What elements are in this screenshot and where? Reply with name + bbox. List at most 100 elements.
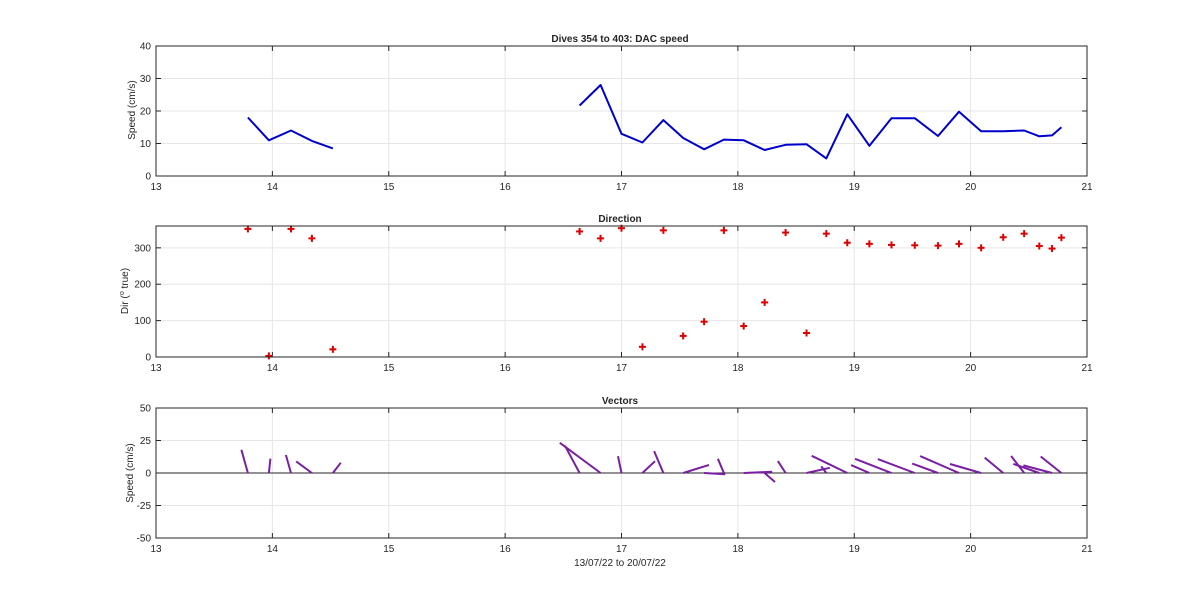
y-tick-label: 0	[145, 172, 151, 183]
y-tick-label: 300	[134, 243, 151, 254]
vector-stick	[1023, 464, 1053, 474]
y-tick-label: 20	[140, 107, 152, 118]
direction-point	[720, 226, 728, 234]
direction-panel: Direction Dir (o true) 13 14 15 16 17 18 19 20 2…	[119, 214, 1093, 374]
speed-series-line	[247, 116, 334, 150]
vector-stick	[1040, 455, 1063, 474]
direction-point	[934, 242, 942, 250]
x-tick-label: 15	[383, 363, 395, 374]
vector-stick	[911, 462, 939, 474]
x-tick-label: 19	[849, 363, 861, 374]
direction-point	[803, 329, 811, 337]
direction-point	[740, 322, 748, 330]
vector-stick	[743, 470, 773, 474]
direction-point	[287, 225, 295, 233]
x-tick-label: 18	[732, 363, 744, 374]
direction-point	[1020, 230, 1028, 238]
x-tick-label: 16	[500, 182, 512, 193]
direction-point	[1057, 234, 1065, 242]
x-tick-label: 13	[150, 363, 162, 374]
vector-stick	[854, 457, 892, 474]
speed-panel-ylabel: Speed (cm/s)	[127, 80, 138, 139]
x-tick-label: 14	[267, 182, 279, 193]
speed-panel-title: Dives 354 to 403: DAC speed	[551, 34, 688, 45]
vector-stick	[653, 450, 665, 474]
x-tick-label: 20	[965, 182, 977, 193]
axes-box	[155, 225, 1088, 358]
x-tick-label: 20	[965, 544, 977, 555]
direction-point	[597, 234, 605, 242]
direction-point	[761, 298, 769, 306]
y-tick-label: 200	[134, 280, 151, 291]
vector-stick	[295, 460, 313, 474]
vector-stick	[641, 460, 656, 474]
x-tick-label: 18	[732, 182, 744, 193]
axes-box	[155, 45, 1088, 177]
y-tick-label: 50	[140, 404, 152, 415]
y-tick-label: 100	[134, 316, 151, 327]
x-tick-label: 17	[616, 182, 628, 193]
x-tick-label: 15	[383, 182, 395, 193]
vector-stick	[559, 441, 602, 474]
direction-panel-ylabel: Dir (o true)	[119, 268, 131, 314]
direction-point	[865, 240, 873, 248]
direction-point	[1048, 245, 1056, 253]
x-tick-label: 19	[849, 544, 861, 555]
direction-point	[679, 332, 687, 340]
vectors-panel-xlabel: 13/07/22 to 20/07/22	[574, 558, 666, 569]
vector-stick	[716, 458, 725, 474]
x-tick-label: 14	[267, 544, 279, 555]
axes-box	[155, 407, 1088, 539]
vector-stick	[850, 464, 870, 474]
direction-point	[576, 227, 584, 235]
y-tick-label: -50	[137, 534, 152, 545]
x-tick-label: 18	[732, 544, 744, 555]
direction-point	[329, 345, 337, 353]
direction-ylabel-part-1: Dir (	[120, 295, 131, 315]
direction-point	[977, 244, 985, 252]
y-tick-label: 10	[140, 139, 152, 150]
direction-point	[308, 234, 316, 242]
vector-stick	[564, 445, 581, 474]
vector-stick	[240, 449, 249, 474]
vector-stick	[267, 458, 272, 474]
speed-panel: Dives 354 to 403: DAC speed Speed (cm/s)…	[127, 34, 1093, 193]
y-tick-label: 30	[140, 74, 152, 85]
direction-point	[999, 233, 1007, 241]
y-tick-label: 40	[140, 42, 152, 53]
x-tick-label: 21	[1081, 363, 1093, 374]
vector-stick	[806, 466, 831, 474]
x-tick-label: 20	[965, 363, 977, 374]
x-tick-label: 15	[383, 544, 395, 555]
direction-point	[265, 352, 273, 360]
y-tick-label: 0	[145, 469, 151, 480]
direction-point	[638, 343, 646, 351]
direction-point	[1035, 242, 1043, 250]
x-tick-label: 21	[1081, 544, 1093, 555]
x-tick-label: 13	[150, 182, 162, 193]
direction-point	[822, 230, 830, 238]
direction-point	[659, 226, 667, 234]
direction-point	[955, 240, 963, 248]
x-tick-label: 13	[150, 544, 162, 555]
vectors-panel-title: Vectors	[602, 396, 639, 407]
y-tick-label: 25	[140, 436, 152, 447]
x-tick-label: 19	[849, 182, 861, 193]
vector-stick	[811, 454, 848, 474]
vector-stick	[704, 472, 726, 476]
x-tick-label: 14	[267, 363, 279, 374]
direction-point	[782, 229, 790, 237]
y-tick-label: 0	[145, 353, 151, 364]
vector-stick	[919, 455, 960, 474]
direction-point	[700, 318, 708, 326]
vector-stick	[332, 462, 342, 474]
vector-stick	[682, 463, 710, 474]
vectors-panel: Vectors Speed (cm/s) 13/07/22 to 20/07/2…	[125, 396, 1093, 569]
direction-point	[887, 241, 895, 249]
direction-point	[244, 225, 252, 233]
vector-stick	[820, 465, 828, 474]
vector-stick	[877, 458, 916, 474]
vector-stick	[1012, 462, 1040, 474]
vector-stick	[984, 456, 1004, 474]
